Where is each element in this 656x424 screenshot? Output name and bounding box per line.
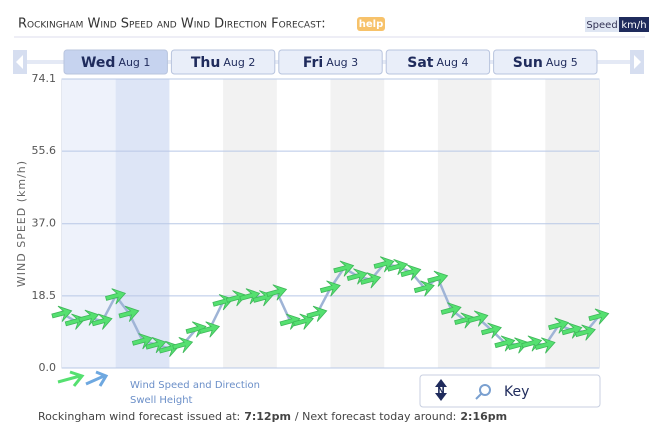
key-label[interactable]: Key [504,384,529,400]
legend-wind-icon [57,370,85,387]
day-label[interactable]: Fri Aug 3 [303,55,358,71]
wind-arrow [373,256,395,273]
wind-arrow [51,305,73,322]
y-tick-label: 55.6 [32,144,57,157]
day-label[interactable]: Thu Aug 2 [191,55,255,71]
key-icon [479,384,491,396]
speed-label[interactable]: Speed [586,20,617,31]
wind-arrow [413,280,435,297]
title: Rockingham Wind Speed and Wind Direction… [18,17,326,32]
wind-arrow [131,333,153,350]
footer-issued: 7:12pm [244,410,291,423]
day-tab[interactable] [385,49,491,75]
wind-arrow [480,322,502,339]
wind-arrow [91,313,113,330]
legend-swell-icon [85,370,109,387]
wind-arrow [588,308,610,325]
y-tick-label: 37.0 [32,217,57,230]
wind-arrow [118,305,140,322]
footer-next: 2:16pm [460,410,507,423]
wind-arrow [225,290,247,307]
key-panel [419,374,601,408]
wind-arrow [306,305,328,322]
day-date[interactable]: Aug 2 [223,56,255,69]
wind-arrow [574,324,596,341]
wind-arrow [534,337,556,354]
y-tick-label: 74.1 [32,72,57,85]
unit-label[interactable]: km/h [621,20,646,31]
day-tab[interactable] [170,49,276,75]
wind-arrow [507,337,529,354]
wind-arrow [199,321,221,338]
wind-arrow [548,317,570,334]
day-label[interactable]: Sun Aug 5 [513,55,578,71]
footer: Rockingham wind forecast issued at: 7:12p… [38,410,507,423]
y-tick-label: 0.0 [39,361,57,374]
y-tick-label: 18.5 [32,289,57,302]
wind-arrow [400,264,422,281]
day-tab[interactable] [493,49,598,75]
wind-arrow [561,322,583,339]
wind-arrow [386,259,408,276]
legend-label: Wind Speed and Direction [130,380,260,391]
y-axis-label: WIND SPEED (km/h) [15,160,28,287]
day-date[interactable]: Aug 1 [118,56,150,69]
compass-icon [435,379,447,401]
compass-label: N [437,387,445,397]
wind-arrow [346,268,368,285]
day-name[interactable]: Sun [513,55,543,71]
day-name[interactable]: Sat [407,55,434,71]
day-label[interactable]: Sat Aug 4 [407,55,468,71]
help-button[interactable] [357,17,385,31]
wind-arrow [494,335,516,352]
legend-label: Swell Height [130,395,193,406]
wind-arrow [185,321,207,338]
day-date[interactable]: Aug 3 [326,56,358,69]
help-label[interactable]: help [359,19,384,30]
wind-arrow [279,313,301,330]
day-tab[interactable] [63,49,168,75]
day-name[interactable]: Thu [191,55,220,71]
wind-arrow [319,280,341,297]
wind-arrow [521,335,543,352]
wind-arrow [467,310,489,327]
day-tab[interactable] [278,49,383,75]
day-date[interactable]: Aug 4 [437,56,469,69]
unit-toggle[interactable] [619,17,649,32]
wind-arrow [440,302,462,319]
prev-arrow [16,55,23,69]
wind-arrow [454,312,476,329]
wind-arrow [172,337,194,354]
wind-arrow [427,270,449,287]
wind-arrow [105,288,127,305]
wind-arrow [333,260,355,277]
wind-arrow [78,309,100,326]
day-name[interactable]: Fri [303,55,323,71]
wind-arrow [239,288,261,305]
footer-issued-label: Rockingham wind forecast issued at: [38,410,240,423]
footer-next-label: / Next forecast today around: [295,410,456,423]
speed-toggle[interactable] [585,17,619,32]
wind-arrow [360,272,382,289]
day-name[interactable]: Wed [81,55,115,71]
next-arrow [634,55,641,69]
day-label[interactable]: Wed Aug 1 [81,55,150,71]
day-date[interactable]: Aug 5 [546,56,578,69]
wind-arrow [266,284,288,301]
key-icon-stem [475,393,482,400]
wind-arrow [145,337,167,354]
